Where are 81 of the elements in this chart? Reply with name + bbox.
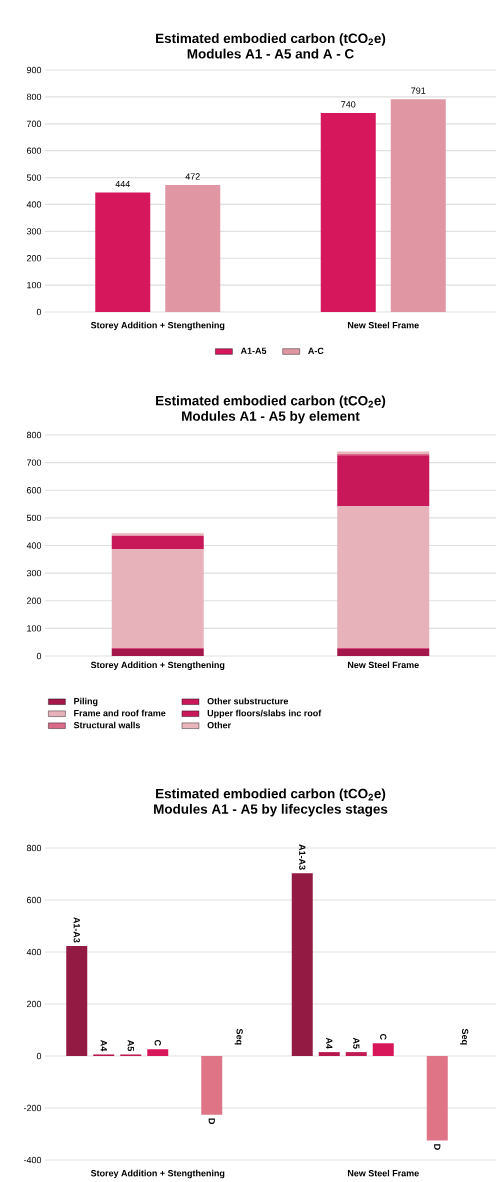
bar bbox=[95, 192, 151, 312]
bar bbox=[147, 1049, 169, 1057]
text: D bbox=[208, 1118, 215, 1125]
chart-title: Estimated embodied carbon (tCO$_{2}$e) bbox=[156, 395, 386, 409]
legend-label: A-C bbox=[308, 347, 324, 354]
x-tick-label: Storey Addition + Stengthening bbox=[90, 661, 225, 670]
y-tick-label: 100 bbox=[27, 625, 42, 632]
data-label: 740 bbox=[341, 101, 356, 108]
y-tick-label: 500 bbox=[26, 174, 42, 181]
y-tick-label: 400 bbox=[26, 948, 42, 956]
text: Seq bbox=[234, 1028, 243, 1045]
chart-title: Estimated embodied carbon (tCO$_{2}$e) bbox=[156, 788, 386, 802]
y-tick-label: 0 bbox=[36, 308, 42, 316]
legend-label: Structural walls bbox=[73, 721, 140, 729]
y-tick-label: 600 bbox=[26, 487, 42, 494]
y-tick-label: 800 bbox=[26, 93, 42, 101]
bar bbox=[318, 1052, 340, 1057]
chart-subtitle: Modules A1 - A5 by element bbox=[182, 410, 360, 424]
y-tick-label: -400 bbox=[23, 1156, 42, 1164]
y-tick-label: 200 bbox=[26, 1000, 42, 1008]
text: Seq bbox=[460, 1028, 469, 1045]
y-tick-label: 500 bbox=[26, 514, 42, 522]
text: A4 bbox=[326, 1037, 333, 1049]
text: A5 bbox=[353, 1037, 360, 1049]
y-tick-label: 300 bbox=[26, 228, 42, 235]
text: A1-A3 bbox=[73, 917, 80, 943]
legend-label: Piling bbox=[74, 697, 98, 707]
bar bbox=[337, 506, 430, 649]
x-tick-label: New Steel Frame bbox=[347, 661, 419, 669]
bar bbox=[111, 533, 204, 536]
y-tick-label: 400 bbox=[26, 542, 42, 549]
bar bbox=[66, 946, 88, 1057]
chart-title: Estimated embodied carbon (tCO$_{2}$e) bbox=[156, 33, 386, 46]
data-label: 472 bbox=[185, 173, 200, 180]
x-tick-label: Storey Addition + Stengthening bbox=[90, 321, 225, 331]
legend-label: Frame and roof frame bbox=[74, 709, 166, 717]
y-tick-label: 700 bbox=[26, 459, 42, 466]
y-tick-label: 600 bbox=[26, 896, 42, 904]
text: A4 bbox=[100, 1040, 107, 1052]
x-tick-label: New Steel Frame bbox=[347, 321, 419, 329]
legend-label: Other substructure bbox=[207, 697, 289, 705]
y-tick-label: 100 bbox=[27, 281, 42, 289]
bar bbox=[291, 873, 313, 1057]
y-tick-label: 200 bbox=[26, 255, 42, 262]
text: C bbox=[154, 1039, 161, 1046]
y-tick-label: 700 bbox=[26, 120, 42, 127]
bar bbox=[320, 113, 376, 312]
bar bbox=[111, 549, 204, 649]
bar bbox=[372, 1043, 394, 1057]
bar bbox=[390, 99, 446, 312]
legend-label: A1-A5 bbox=[240, 347, 267, 354]
bar bbox=[111, 649, 204, 657]
bar bbox=[345, 1052, 367, 1057]
y-tick-label: -200 bbox=[23, 1104, 42, 1112]
chart-subtitle: Modules A1 - A5 by lifecycles stages bbox=[154, 803, 388, 817]
bar bbox=[337, 649, 430, 657]
bar bbox=[111, 535, 204, 550]
bar bbox=[426, 1056, 448, 1141]
text: A1-A3 bbox=[299, 844, 306, 870]
legend-label: Upper floors/slabs inc roof bbox=[207, 709, 322, 719]
y-tick-label: 900 bbox=[26, 66, 42, 74]
legend-label: Other bbox=[207, 721, 231, 729]
text: D bbox=[434, 1144, 441, 1150]
y-tick-label: 600 bbox=[26, 147, 42, 154]
data-label: 444 bbox=[115, 180, 130, 188]
y-tick-label: 0 bbox=[36, 1052, 42, 1060]
y-tick-label: 800 bbox=[26, 431, 42, 439]
y-tick-label: 400 bbox=[26, 201, 42, 208]
text: C bbox=[380, 1033, 387, 1040]
x-tick-label: New Steel Frame bbox=[347, 1169, 419, 1177]
data-label: 791 bbox=[411, 87, 426, 94]
chart-subtitle: Modules A1 - A5 and A - C bbox=[187, 48, 354, 59]
bar bbox=[165, 185, 221, 312]
y-tick-label: 300 bbox=[26, 569, 42, 577]
y-tick-label: 800 bbox=[26, 844, 42, 852]
y-tick-label: 200 bbox=[26, 597, 42, 604]
y-tick-label: 0 bbox=[36, 652, 42, 660]
text: A5 bbox=[127, 1040, 134, 1051]
x-tick-label: Storey Addition + Stengthening bbox=[90, 1169, 225, 1179]
bar bbox=[337, 455, 430, 506]
bar bbox=[201, 1056, 223, 1115]
